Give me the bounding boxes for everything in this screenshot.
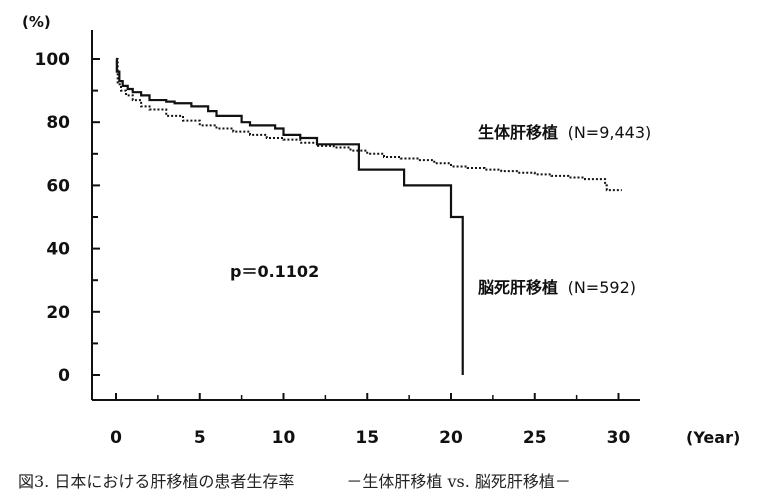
y-tick-label: 100 bbox=[35, 50, 71, 70]
p-value-label: p＝0.1102 bbox=[230, 262, 319, 281]
series-layer bbox=[115, 57, 622, 375]
y-tick-label: 80 bbox=[46, 113, 70, 133]
y-tick-label: 20 bbox=[46, 303, 70, 323]
series-label-living: 生体肝移植 (N=9,443) bbox=[478, 123, 651, 142]
y-tick-label: 60 bbox=[46, 176, 70, 196]
labels: (%) (Year) p＝0.1102 生体肝移植 (N=9,443) 脳死肝移… bbox=[22, 13, 740, 447]
x-tick-label: 0 bbox=[110, 428, 122, 448]
axes: 100 80 60 40 20 0 0 5 10 15 20 25 30 bbox=[35, 30, 640, 448]
figure-caption: 図3. 日本における肝移植の患者生存率 －生体肝移植 vs. 脳死肝移植－ bbox=[18, 468, 768, 492]
x-tick-label: 5 bbox=[194, 428, 206, 448]
x-tick-label: 30 bbox=[607, 428, 631, 448]
series-line-deceased-donor bbox=[115, 57, 464, 375]
x-axis-label: (Year) bbox=[686, 428, 740, 447]
series-name-living: 生体肝移植 bbox=[478, 123, 558, 142]
x-tick-label: 10 bbox=[272, 428, 296, 448]
series-name-deceased: 脳死肝移植 bbox=[478, 278, 558, 297]
series-n-living: (N=9,443) bbox=[568, 123, 652, 142]
caption-subtitle: －生体肝移植 vs. 脳死肝移植－ bbox=[346, 472, 571, 491]
y-tick-label: 40 bbox=[46, 240, 70, 260]
caption-title: 図3. 日本における肝移植の患者生存率 bbox=[18, 472, 295, 491]
series-n-deceased: (N=592) bbox=[568, 278, 636, 297]
x-tick-label: 15 bbox=[355, 428, 379, 448]
y-unit-label: (%) bbox=[22, 13, 51, 31]
y-tick-label: 0 bbox=[58, 366, 70, 386]
x-tick-label: 20 bbox=[439, 428, 463, 448]
x-tick-label: 25 bbox=[523, 428, 547, 448]
series-label-deceased: 脳死肝移植 (N=592) bbox=[478, 278, 636, 297]
survival-chart-svg: 100 80 60 40 20 0 0 5 10 15 20 25 30 (%) (Year) p＝0.… bbox=[22, 13, 740, 448]
